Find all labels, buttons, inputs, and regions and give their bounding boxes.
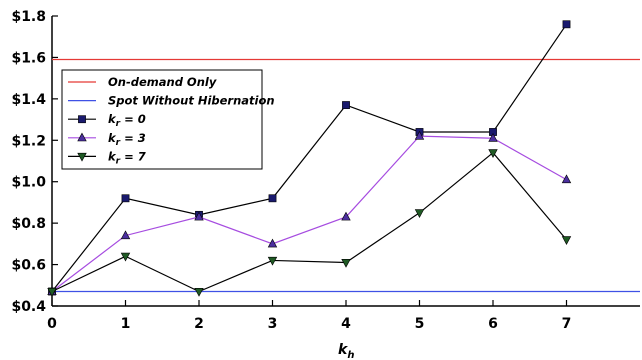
data-point-kr7	[120, 252, 131, 262]
data-point-kr3	[561, 174, 572, 184]
data-point-kr0	[342, 101, 350, 109]
y-tick-label: $1.4	[11, 92, 46, 108]
x-tick-label: 4	[341, 316, 351, 332]
legend-label: kr = 3	[108, 131, 146, 148]
data-point-kr7	[267, 256, 278, 266]
data-point-kr7	[488, 149, 498, 158]
data-point-kr0	[562, 20, 571, 29]
y-axis-ticks: $0.4 $0.6 $0.8 $1.0 $1.2 $1.4 $1.6 $1.8	[11, 9, 58, 315]
data-point-kr3	[341, 211, 351, 221]
x-tick-label: 7	[562, 316, 572, 332]
series-kr7	[47, 149, 572, 297]
plot-area	[47, 16, 640, 307]
data-point-kr0	[121, 194, 130, 203]
data-point-kr0	[268, 194, 277, 203]
x-tick-label: 2	[194, 316, 204, 332]
legend-label: Spot Without Hibernation	[108, 94, 275, 108]
data-point-kr3	[267, 238, 278, 248]
data-point-kr3	[488, 132, 498, 142]
y-tick-label: $1.8	[11, 9, 46, 25]
x-axis-ticks: 0 1 2 3 4 5 6 7	[47, 300, 571, 332]
x-tick-label: 0	[47, 316, 57, 332]
legend-label: kr = 0	[108, 112, 146, 129]
x-tick-label: 6	[488, 316, 498, 332]
x-axis-title: kh	[338, 342, 354, 360]
y-tick-label: $1.0	[11, 175, 46, 191]
series-kr3	[47, 130, 572, 296]
x-tick-label: 5	[415, 316, 425, 332]
y-tick-label: $1.6	[11, 50, 46, 66]
legend-marker	[77, 152, 87, 162]
y-tick-label: $0.8	[11, 216, 46, 232]
series-line-kr7	[51, 151, 567, 293]
data-point-kr7	[414, 209, 425, 219]
data-point-kr7	[561, 236, 572, 245]
y-tick-label: $0.4	[11, 299, 46, 315]
legend-label: On-demand Only	[108, 75, 217, 89]
x-tick-label: 1	[121, 316, 131, 332]
legend-marker	[78, 115, 86, 124]
data-point-kr3	[414, 130, 425, 140]
series-line-kr3	[51, 135, 567, 292]
data-point-kr7	[47, 287, 57, 297]
y-tick-label: $1.2	[11, 133, 46, 149]
legend-marker	[77, 132, 87, 142]
legend: On-demand Only Spot Without Hibernation kr…	[61, 69, 275, 170]
data-point-kr7	[341, 258, 351, 268]
series-line-kr0	[51, 23, 567, 292]
data-point-kr3	[194, 211, 204, 221]
y-tick-label: $0.6	[11, 258, 46, 274]
data-point-kr7	[194, 287, 204, 297]
legend-label: kr = 7	[108, 149, 146, 166]
x-tick-label: 3	[268, 316, 278, 332]
data-point-kr3	[120, 230, 131, 240]
